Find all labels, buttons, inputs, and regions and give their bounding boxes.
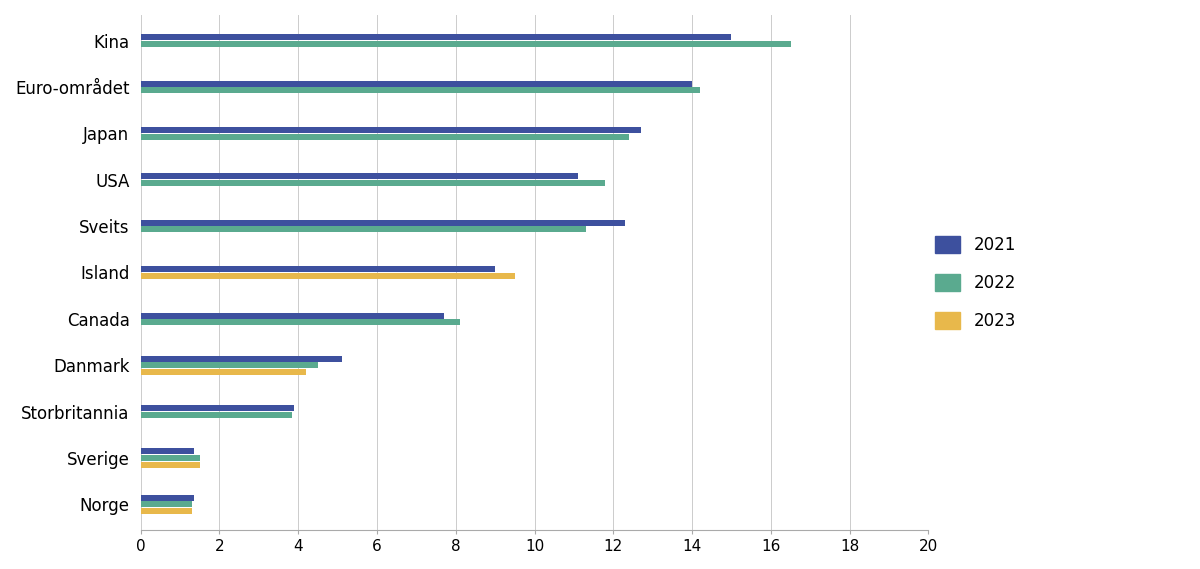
Bar xyxy=(140,180,606,186)
Bar xyxy=(140,412,293,418)
Bar xyxy=(140,41,791,47)
Bar xyxy=(140,81,692,86)
Bar xyxy=(140,226,586,233)
Bar xyxy=(140,362,318,368)
Bar xyxy=(140,319,460,325)
Bar xyxy=(140,34,732,40)
Bar xyxy=(140,369,306,375)
Bar xyxy=(140,494,193,501)
Bar xyxy=(140,405,294,411)
Bar xyxy=(140,134,629,139)
Bar xyxy=(140,448,193,455)
Bar xyxy=(140,462,199,468)
Bar xyxy=(140,455,199,461)
Bar xyxy=(140,174,578,179)
Bar xyxy=(140,273,515,279)
Bar xyxy=(140,501,192,508)
Bar xyxy=(140,508,192,514)
Legend: 2021, 2022, 2023: 2021, 2022, 2023 xyxy=(929,229,1022,337)
Bar xyxy=(140,87,700,93)
Bar xyxy=(140,312,444,319)
Bar xyxy=(140,266,496,272)
Bar xyxy=(140,127,641,133)
Bar xyxy=(140,220,625,226)
Bar xyxy=(140,356,342,361)
